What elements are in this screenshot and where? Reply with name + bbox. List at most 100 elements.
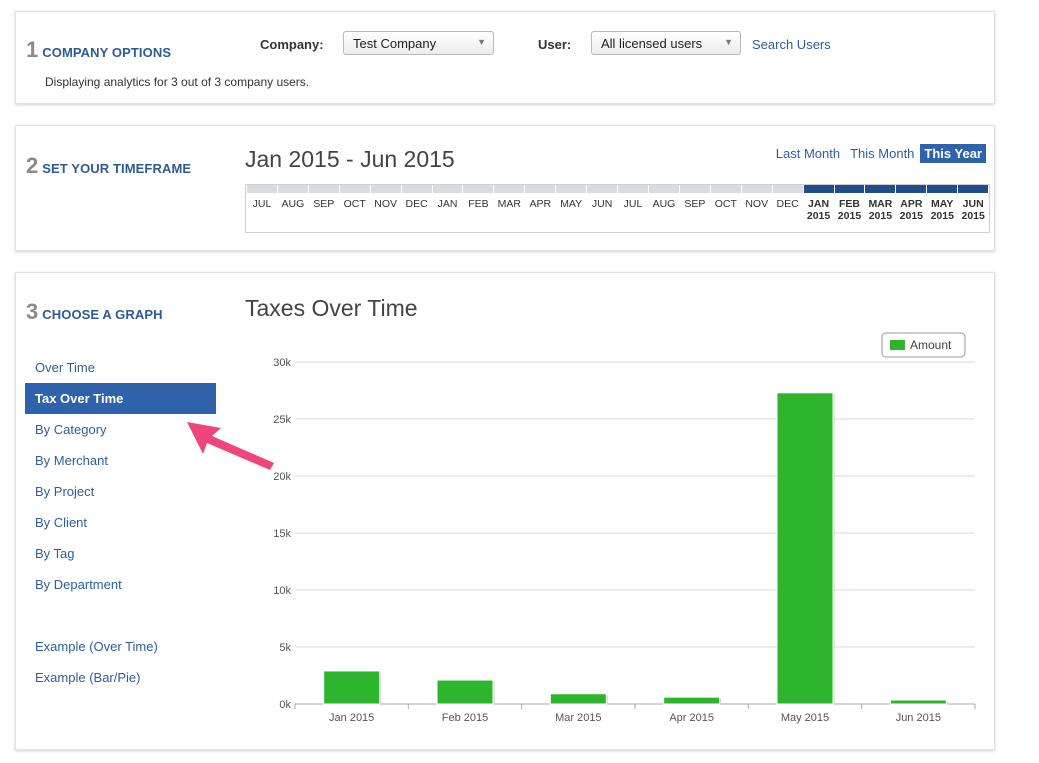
timeline-month[interactable]: JAN: [432, 185, 463, 232]
month-name: SEP: [684, 198, 706, 210]
search-users-link[interactable]: Search Users: [752, 37, 831, 52]
analytics-description: Displaying analytics for 3 out of 3 comp…: [45, 75, 310, 89]
timeline-month[interactable]: MAY: [556, 185, 587, 232]
timeline-month-label: APR: [525, 198, 555, 210]
timeline-month[interactable]: JUN 2015: [958, 185, 989, 232]
timeline-month-bar: [896, 185, 927, 193]
month-year: 2015: [868, 210, 893, 222]
legend-swatch: [890, 340, 905, 350]
graph-menu-item[interactable]: By Department: [35, 577, 122, 592]
graph-menu-item[interactable]: Tax Over Time: [25, 383, 216, 414]
pointer-arrow-icon: [187, 422, 274, 470]
timeframe-link-this-month[interactable]: This Month: [850, 146, 915, 161]
y-tick-label: 5k: [279, 642, 291, 654]
timeline-month-label: JUL: [618, 198, 648, 210]
y-tick-label: 25k: [273, 414, 291, 426]
timeline-month[interactable]: DEC: [772, 185, 803, 232]
month-year: 2015: [961, 210, 985, 222]
month-name: JAN: [808, 198, 830, 210]
timeline-month-label: NOV: [371, 198, 401, 210]
timeframe-quick-links: Last Month This Month This Year: [770, 144, 986, 163]
timeline-month-bar: [803, 185, 834, 193]
timeline-month[interactable]: AUG: [648, 185, 679, 232]
timeframe-heading: 2 SET YOUR TIMEFRAME: [26, 153, 191, 179]
graph-menu-item[interactable]: Over Time: [35, 360, 95, 375]
month-name: DEC: [776, 198, 799, 210]
graph-menu-item[interactable]: By Merchant: [35, 453, 108, 468]
month-timeline: JUL AUG SEP OCT NOV DEC JAN FEB MAR APR MAY JUN JUL A…: [245, 184, 990, 233]
timeline-month[interactable]: JUN: [587, 185, 618, 232]
graph-panel: 3 CHOOSE A GRAPH Over Time Tax Over Time B…: [15, 272, 995, 750]
chart-legend: [881, 332, 966, 358]
month-name: APR: [529, 198, 552, 210]
timeline-month-bar: [525, 185, 556, 193]
company-select[interactable]: Test Company ▼: [343, 31, 494, 55]
timeline-month[interactable]: APR: [525, 185, 556, 232]
timeline-month[interactable]: AUG: [277, 185, 308, 232]
timeline-month-bar: [772, 185, 803, 193]
month-name: JAN: [437, 198, 458, 210]
timeline-month[interactable]: APR 2015: [896, 185, 927, 232]
graph-menu-item[interactable]: By Category: [35, 422, 107, 437]
month-name: DEC: [405, 198, 428, 210]
timeline-month[interactable]: MAR 2015: [865, 185, 896, 232]
timeline-month[interactable]: DEC: [401, 185, 432, 232]
user-select[interactable]: All licensed users ▼: [591, 31, 741, 55]
timeline-month-bar: [556, 185, 587, 193]
timeline-month-bar: [927, 185, 958, 193]
x-tick-label: Feb 2015: [442, 712, 488, 724]
timeline-month-label: FEB 2015: [835, 198, 865, 222]
timeline-month[interactable]: JUL: [247, 185, 277, 232]
timeline-month[interactable]: FEB 2015: [834, 185, 865, 232]
bar: [436, 679, 494, 705]
bar: [323, 670, 381, 705]
month-name: OCT: [343, 198, 366, 210]
x-tick-label: Mar 2015: [555, 712, 601, 724]
timeline-month[interactable]: OCT: [339, 185, 370, 232]
timeline-month[interactable]: JAN 2015: [803, 185, 834, 232]
y-tick-label: 20k: [273, 471, 291, 483]
x-tick-label: Jan 2015: [329, 712, 374, 724]
month-name: FEB: [838, 198, 860, 210]
month-name: AUG: [652, 198, 676, 210]
month-name: JUN: [962, 198, 984, 210]
timeline-month[interactable]: SEP: [679, 185, 710, 232]
timeline-month[interactable]: OCT: [710, 185, 741, 232]
timeline-month-label: APR 2015: [896, 198, 926, 222]
timeframe-panel: 2 SET YOUR TIMEFRAME Jan 2015 - Jun 2015…: [15, 125, 995, 251]
example-link[interactable]: Example (Bar/Pie): [35, 670, 141, 685]
timeline-month-label: OCT: [340, 198, 370, 210]
timeline-month[interactable]: SEP: [308, 185, 339, 232]
timeline-month-bar: [277, 185, 308, 193]
month-year: 2015: [837, 210, 862, 222]
month-name: JUN: [591, 198, 613, 210]
graph-menu-item[interactable]: By Tag: [35, 546, 75, 561]
timeframe-link-this-year[interactable]: This Year: [920, 144, 986, 163]
timeline-month-label: MAY: [556, 198, 586, 210]
timeline-month-label: MAR: [494, 198, 524, 210]
graph-menu-item[interactable]: By Project: [35, 484, 95, 499]
bar: [889, 699, 947, 705]
y-tick-label: 0k: [279, 699, 291, 711]
timeline-month[interactable]: FEB: [463, 185, 494, 232]
user-select-value: All licensed users: [601, 36, 703, 51]
timeline-month-label: DEC: [773, 198, 803, 210]
timeline-month[interactable]: MAY 2015: [927, 185, 958, 232]
month-name: MAR: [868, 198, 893, 210]
month-name: NOV: [745, 198, 769, 210]
timeline-month[interactable]: NOV: [741, 185, 772, 232]
timeline-month-label: FEB: [463, 198, 493, 210]
timeline-month[interactable]: JUL: [618, 185, 648, 232]
month-year: 2015: [806, 210, 831, 222]
timeframe-link-last-month[interactable]: Last Month: [775, 146, 841, 161]
month-name: MAY: [560, 198, 583, 210]
timeline-month-bar: [247, 185, 277, 193]
timeline-month[interactable]: NOV: [370, 185, 401, 232]
timeline-month-bar: [710, 185, 741, 193]
timeline-month-bar: [865, 185, 896, 193]
month-name: MAR: [497, 198, 521, 210]
example-link[interactable]: Example (Over Time): [35, 639, 158, 654]
timeline-month[interactable]: MAR: [494, 185, 525, 232]
graph-menu-item[interactable]: By Client: [35, 515, 88, 530]
timeline-month-label: JUN 2015: [958, 198, 988, 222]
